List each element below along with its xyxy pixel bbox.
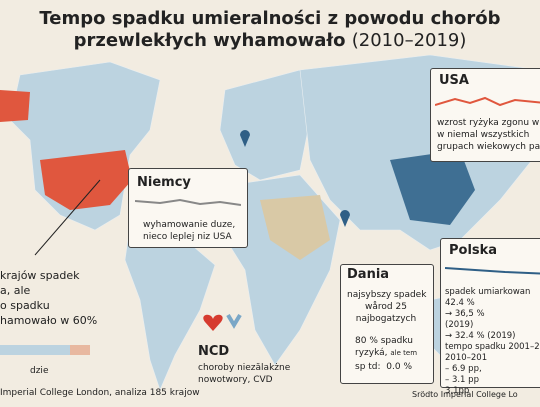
europe: [219, 69, 311, 181]
sand-region: [260, 195, 330, 260]
text-line: w niemal wszystkich: [437, 130, 530, 140]
legend-scale: [70, 345, 90, 355]
text-block: wzrost ryżyka zgonu w w niemal wszystkich…: [437, 117, 540, 153]
ribbon-icon: [226, 313, 242, 329]
text-line: – 3.1 pp: [445, 375, 479, 385]
dania-box: Dania najsybszy spadek wårod 25 najbogatzy…: [340, 264, 434, 384]
polska-box: Polska spadek umiarkowan 42.4 % → 36,5 % (2…: [440, 238, 540, 396]
trend-line: [445, 267, 540, 275]
niemcy-box: Niemcy wyhamowanie duze, nieco leplej niz…: [128, 168, 248, 248]
stat: 80 % spadku: [355, 336, 413, 346]
title-part: przewlekłych wyhamowało: [73, 30, 346, 51]
text-line: tempo spadku 2001–20: [445, 342, 540, 352]
south-america: [124, 224, 216, 391]
ncd-title: NCD: [198, 344, 230, 359]
text-line: najsybszy spadek: [347, 290, 427, 300]
footer-source: Srödto Imperial College Lo: [412, 390, 518, 399]
text-line: → 36,5 %: [445, 309, 485, 319]
text-block: spadek umiarkowan 42.4 % → 36,5 % (2019) → 3…: [445, 287, 540, 397]
stat: ryzyká,: [355, 348, 388, 358]
sparkline: [445, 267, 540, 275]
text-line: (2019): [445, 320, 474, 330]
text-block: choroby niezălakżne nowotwory, CVD: [198, 362, 290, 386]
pin: [340, 210, 350, 227]
text-line: a, ale: [0, 284, 31, 297]
legend-label: dzie: [30, 366, 49, 376]
text-line: wyhamowanie duze,: [143, 220, 236, 230]
text-line: 3,1pp: [445, 386, 470, 396]
text-line: najbogatzych: [355, 314, 417, 324]
box-title: Dania: [347, 267, 390, 282]
text-line: – 6.9 pp,: [445, 364, 482, 374]
text-line: o spadku: [0, 299, 50, 312]
text-line: krajów spadek: [0, 269, 80, 282]
text-block: wyhamowanie duze, nieco leplej niz USA: [143, 219, 235, 243]
text-line: hamowało w 60%: [0, 314, 98, 327]
sparkline: [435, 96, 540, 107]
stat: sp td:: [355, 362, 381, 372]
text-line: nieco leplej niz USA: [143, 232, 232, 242]
text-line: nowotwory, CVD: [198, 375, 273, 385]
box-title: USA: [439, 73, 469, 88]
usa-region: [40, 150, 132, 210]
trend-line: [135, 198, 241, 206]
greenland: [0, 90, 30, 122]
text-block: krajów spadek a, ale o spadku hamowało w 60…: [0, 268, 97, 328]
sparkline: [135, 198, 241, 206]
text-line: 42.4 %: [445, 298, 475, 308]
stat: 0.0 %: [386, 362, 413, 372]
title: Tempo spadku umieralności z powodu choró…: [0, 8, 540, 52]
footer-source: Imperial College London, analiza 185 kra…: [0, 388, 200, 398]
text-line: wzrost ryżyka zgonu w: [437, 118, 540, 128]
text-block: najsybszy spadek wårod 25 najbogatzych: [347, 289, 427, 325]
title-line: przewlekłych wyhamowało (2010–2019): [0, 30, 540, 52]
box-title: Niemcy: [137, 175, 191, 190]
heart-icon: [203, 314, 223, 331]
legend-scale: [0, 345, 70, 355]
title-line: Tempo spadku umieralności z powodu choró…: [39, 8, 501, 29]
text-line: 2010–201: [445, 353, 488, 363]
title-years: (2010–2019): [351, 30, 467, 51]
text-line: grupach wiekowych pa: [437, 142, 540, 152]
china: [390, 150, 475, 225]
text-line: wårod 25: [365, 302, 407, 312]
box-title: Polska: [449, 243, 498, 258]
trend-line: [435, 96, 540, 107]
stat: ale tem: [390, 349, 418, 357]
text-line: spadek umiarkowan: [445, 287, 531, 297]
text-line: choroby niezălakżne: [198, 363, 291, 373]
pin: [240, 130, 250, 147]
text-line: → 32.4 % (2019): [445, 331, 516, 341]
usa-box: USA wzrost ryżyka zgonu w w niemal wszyst…: [430, 68, 540, 162]
pointer: [34, 179, 101, 256]
